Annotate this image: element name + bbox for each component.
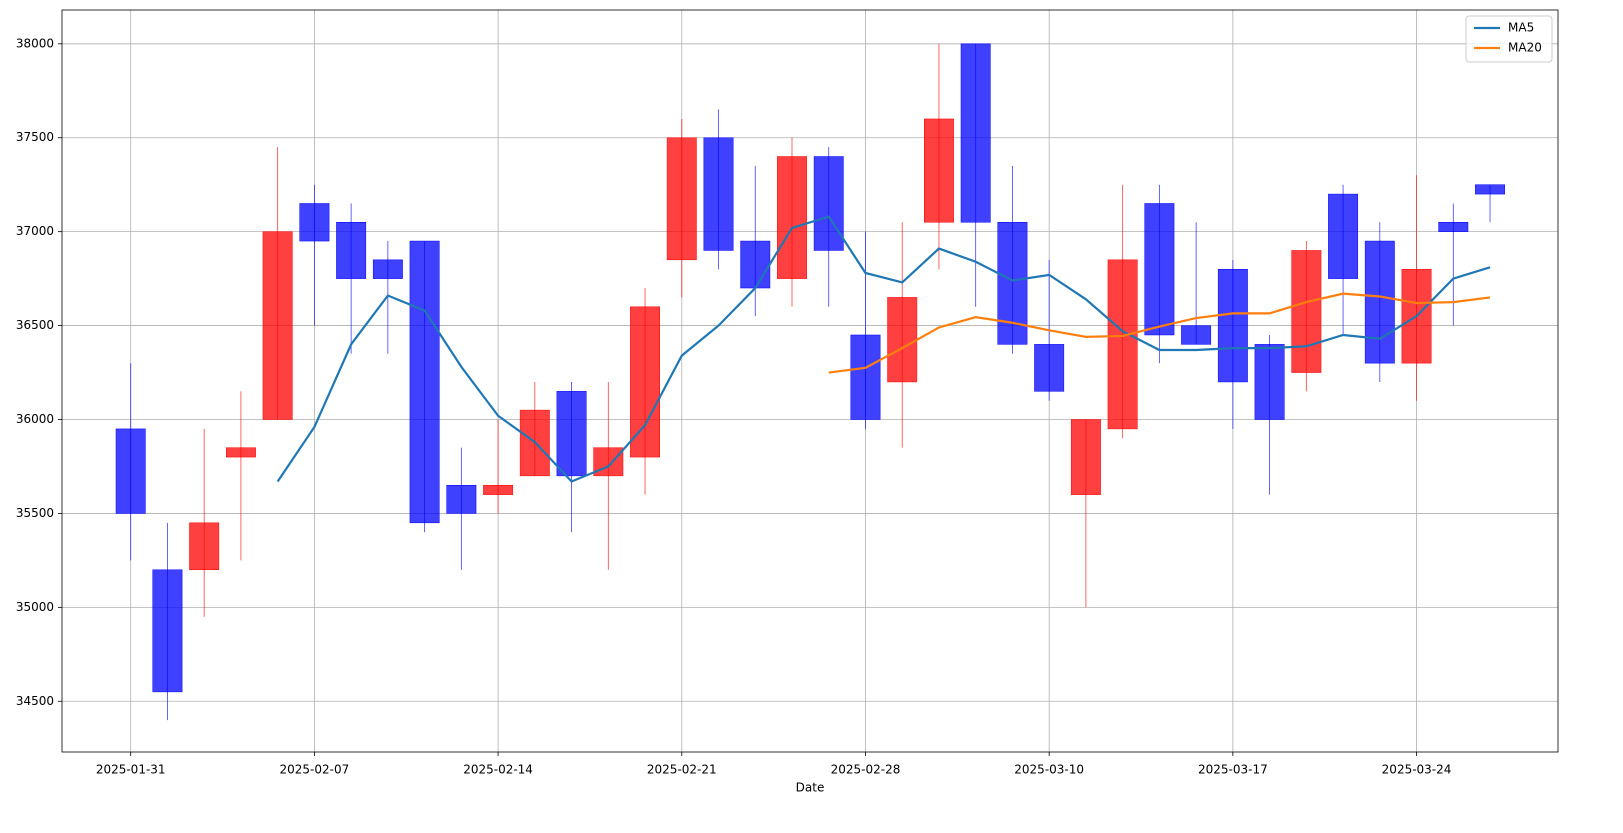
candle-body — [299, 203, 330, 242]
x-tick-label: 2025-03-10 — [1014, 763, 1084, 777]
y-tick-label: 37500 — [16, 130, 54, 144]
candle-body — [666, 137, 697, 261]
candle-body — [372, 259, 403, 279]
candle-body — [483, 485, 514, 495]
candle-body — [446, 485, 477, 514]
candle-body — [262, 231, 293, 420]
candle-body — [887, 297, 918, 383]
candle-body — [813, 156, 844, 251]
candle-body — [924, 118, 954, 223]
y-tick-label: 36500 — [16, 318, 54, 332]
candle-body — [152, 569, 183, 693]
candle-body — [630, 306, 660, 458]
legend-label: MA20 — [1508, 41, 1542, 55]
x-tick-label: 2025-02-14 — [463, 763, 533, 777]
y-tick-label: 35000 — [16, 600, 54, 614]
x-tick-label: 2025-03-24 — [1382, 763, 1452, 777]
legend-label: MA5 — [1508, 21, 1534, 35]
candle-body — [703, 137, 734, 251]
candle-body — [115, 428, 146, 514]
candle-body — [1364, 240, 1395, 364]
candle-body — [1254, 344, 1285, 420]
candle-body — [1328, 193, 1359, 279]
candle-body — [556, 391, 587, 477]
x-axis-label: Date — [796, 781, 825, 795]
ma-line — [276, 215, 1491, 483]
candle-body — [1070, 419, 1101, 495]
candle-body — [960, 43, 991, 223]
candle-body — [1291, 250, 1322, 373]
candle-body — [1034, 344, 1065, 392]
candle-body — [189, 522, 220, 571]
x-tick-label: 2025-02-07 — [280, 763, 350, 777]
plot-frame — [61, 9, 1559, 753]
candle-body — [1144, 203, 1175, 336]
candle-body — [336, 222, 367, 279]
candle-body — [225, 447, 256, 458]
ma-line — [828, 292, 1491, 374]
y-tick-label: 36000 — [16, 412, 54, 426]
candle-body — [777, 156, 807, 279]
y-tick-label: 37000 — [16, 224, 54, 238]
candle-body — [997, 222, 1028, 345]
x-tick-label: 2025-01-31 — [96, 763, 166, 777]
x-tick-label: 2025-03-17 — [1198, 763, 1268, 777]
y-tick-label: 38000 — [16, 36, 54, 50]
candle-body — [1438, 222, 1469, 232]
candle-body — [1217, 268, 1248, 383]
candle-body — [850, 334, 881, 420]
y-tick-label: 35500 — [16, 506, 54, 520]
candle-body — [740, 240, 771, 289]
x-tick-label: 2025-02-21 — [647, 763, 717, 777]
candle-body — [1181, 325, 1212, 345]
candle-body — [1475, 184, 1505, 195]
x-tick-label: 2025-02-28 — [831, 763, 901, 777]
candle-body — [1107, 259, 1138, 430]
candle-body — [409, 240, 440, 524]
y-tick-label: 34500 — [16, 694, 54, 708]
